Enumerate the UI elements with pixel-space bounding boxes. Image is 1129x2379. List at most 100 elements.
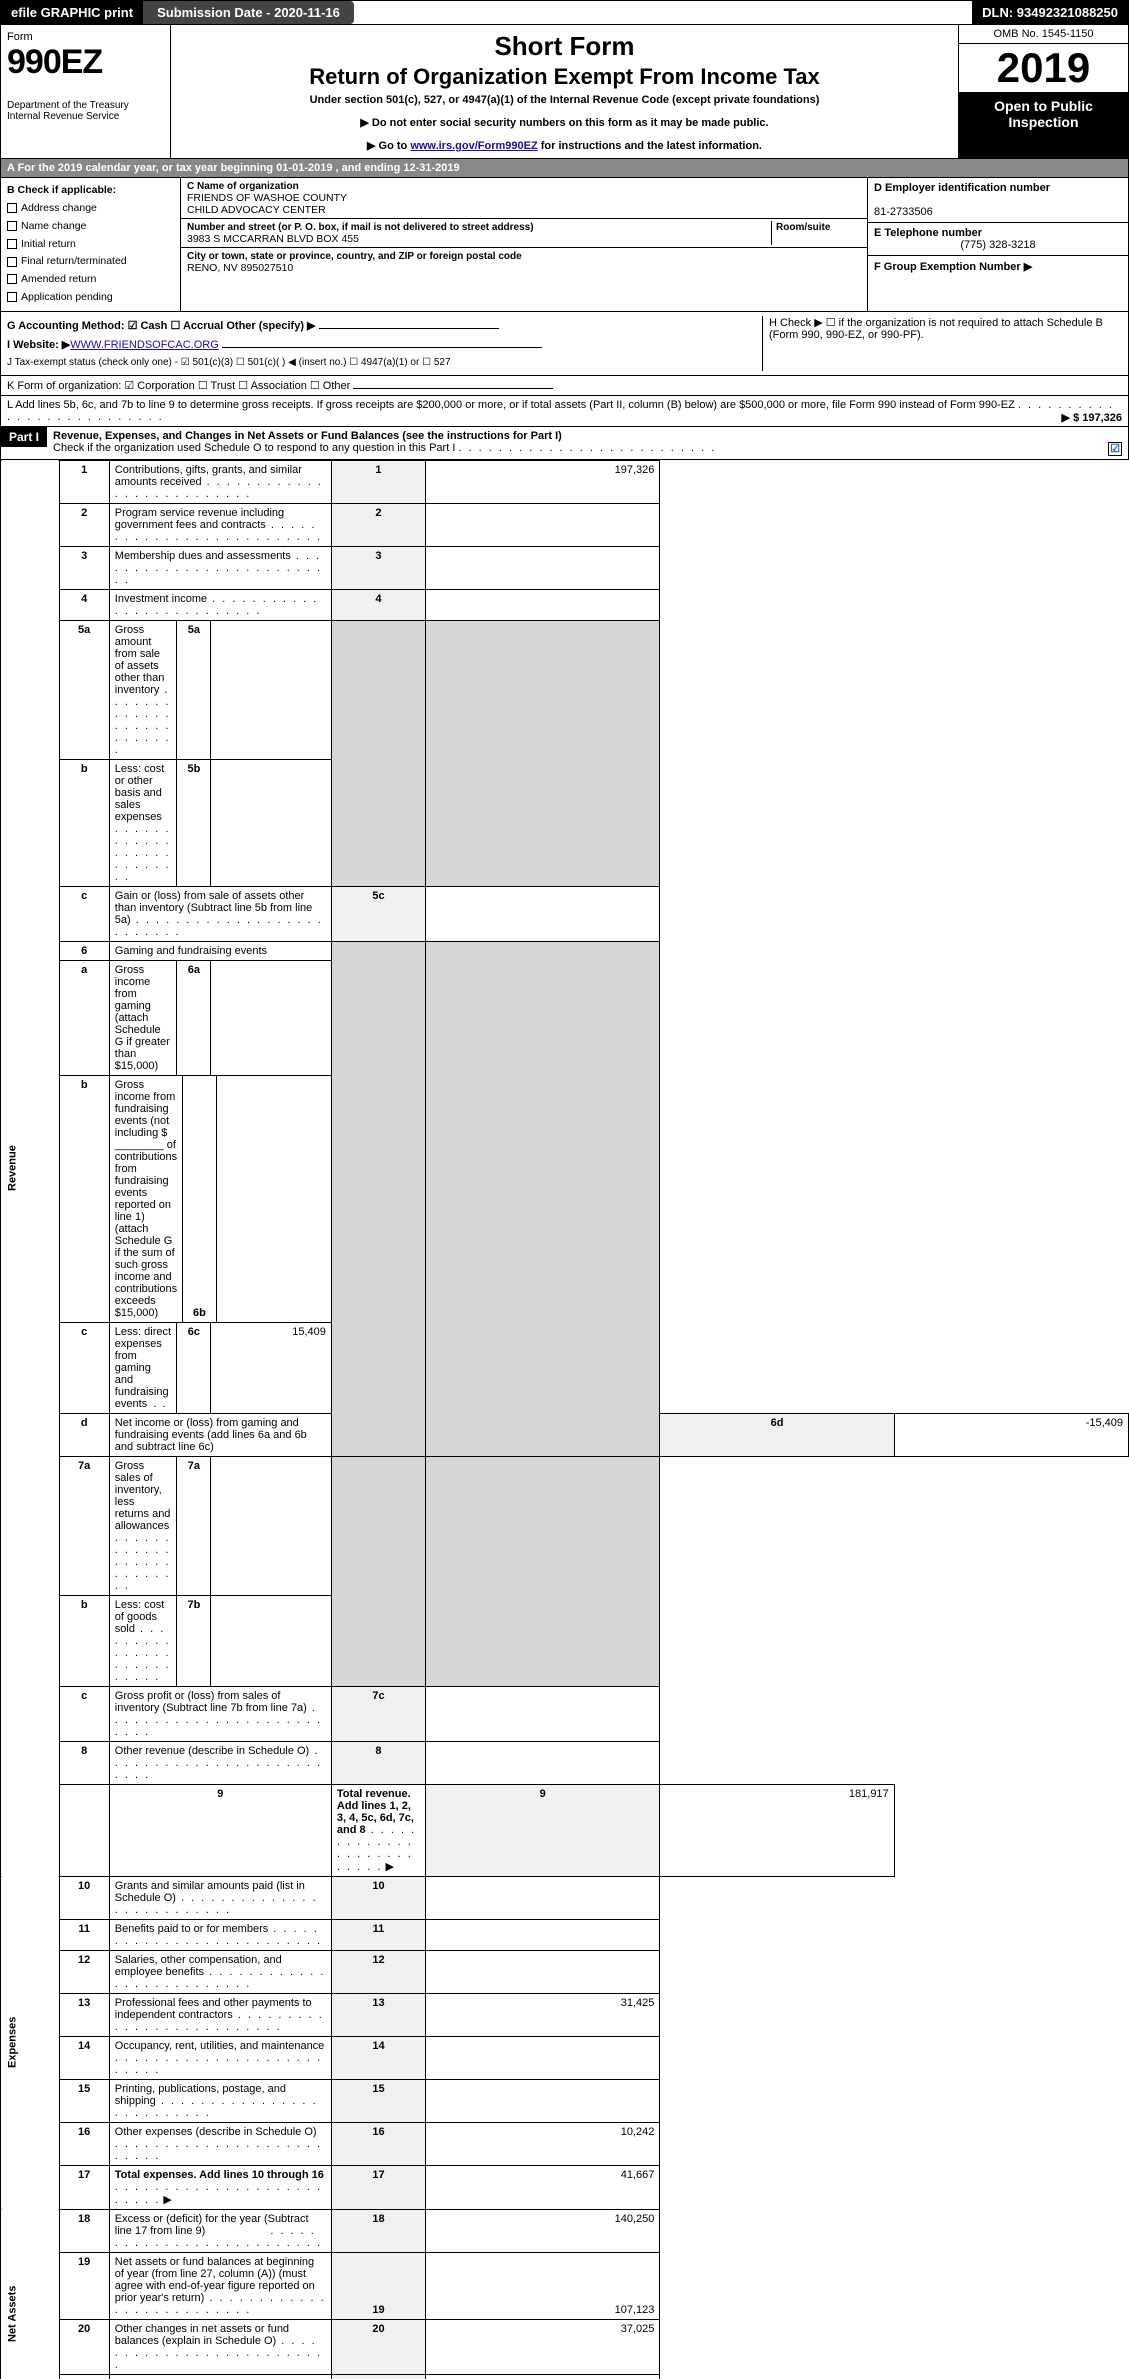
ln-4-text: Investment income (109, 589, 331, 620)
part-1-check-text: Check if the organization used Schedule … (53, 442, 455, 454)
check-name[interactable]: Name change (7, 218, 174, 236)
ln-6d-amt: -15,409 (894, 1413, 1128, 1456)
ln-19-amt: 107,123 (426, 2252, 660, 2319)
check-address-label: Address change (21, 202, 97, 214)
line-i: I Website: ▶WWW.FRIENDSOFCAC.ORG (7, 335, 762, 354)
ln-5c-text: Gain or (loss) from sale of assets other… (109, 886, 331, 941)
phone-value: (775) 328-3218 (874, 239, 1122, 251)
open-public-badge: Open to Public Inspection (959, 92, 1128, 158)
ln-5b-text: Less: cost or other basis and sales expe… (115, 763, 165, 823)
side-revenue: Revenue (1, 460, 60, 1876)
ein-value: 81-2733506 (874, 206, 933, 218)
ln-14-amt (426, 2036, 660, 2079)
line-h: H Check ▶ ☐ if the organization is not r… (762, 316, 1122, 371)
ln-6b-text: Gross income from fundraising events (no… (110, 1076, 183, 1322)
dept-treasury: Department of the Treasury Internal Reve… (7, 100, 164, 122)
ln-1-num: 1 (59, 460, 109, 503)
ln-17-amt: 41,667 (426, 2165, 660, 2209)
ln-17-text: Total expenses. Add lines 10 through 16 … (109, 2165, 331, 2209)
ln-7b-text: Less: cost of goods sold (110, 1596, 177, 1686)
ln-7a-amt (211, 1457, 331, 1595)
period-row: A For the 2019 calendar year, or tax yea… (0, 159, 1129, 178)
instruction-2: ▶ Go to www.irs.gov/Form990EZ for instru… (181, 139, 948, 152)
check-amended[interactable]: Amended return (7, 271, 174, 289)
check-final[interactable]: Final return/terminated (7, 253, 174, 271)
street-label: Number and street (or P. O. box, if mail… (187, 222, 534, 233)
org-info-grid: B Check if applicable: Address change Na… (0, 178, 1129, 312)
ln-7c-text: Gross profit or (loss) from sales of inv… (109, 1686, 331, 1741)
ln-20-text: Other changes in net assets or fund bala… (109, 2319, 331, 2374)
irs-link[interactable]: www.irs.gov/Form990EZ (410, 140, 537, 152)
side-expenses: Expenses (1, 1876, 60, 2209)
ln-7c-amt (426, 1686, 660, 1741)
form-header: Form 990EZ Department of the Treasury In… (0, 25, 1129, 159)
header-left: Form 990EZ Department of the Treasury In… (1, 25, 171, 158)
ln-20-amt: 37,025 (426, 2319, 660, 2374)
check-initial-label: Initial return (21, 238, 76, 250)
ln-6a-amt (211, 961, 331, 1075)
ln-13-amt: 31,425 (426, 1993, 660, 2036)
check-address[interactable]: Address change (7, 200, 174, 218)
instr2-post: for instructions and the latest informat… (538, 140, 762, 152)
ln-10-text: Grants and similar amounts paid (list in… (109, 1876, 331, 1919)
check-pending-label: Application pending (21, 291, 113, 303)
ln-4-amt (426, 589, 660, 620)
ln-3-text: Membership dues and assessments (109, 546, 331, 589)
ln-7b-amt (211, 1596, 331, 1686)
subtitle: Under section 501(c), 527, or 4947(a)(1)… (181, 94, 948, 106)
ln-6-text: Gaming and fundraising events (109, 941, 331, 960)
ln-5a-text: Gross amount from sale of assets other t… (109, 620, 331, 759)
dept-text: Department of the Treasury (7, 100, 129, 111)
city-value: RENO, NV 895027510 (187, 262, 293, 274)
ln-15-amt (426, 2079, 660, 2122)
ln-21-amt: 284,398 (426, 2374, 660, 2379)
top-bar: efile GRAPHIC print Submission Date - 20… (0, 0, 1129, 25)
street-value: 3983 S MCCARRAN BLVD BOX 455 (187, 233, 359, 245)
ln-12-amt (426, 1950, 660, 1993)
ln-9-amt: 181,917 (660, 1784, 894, 1876)
ln-8-text: Other revenue (describe in Schedule O) (109, 1741, 331, 1784)
ln-6c-text: Less: direct expenses from gaming and fu… (110, 1323, 177, 1413)
check-pending[interactable]: Application pending (7, 289, 174, 307)
line-k: K Form of organization: ☑ Corporation ☐ … (0, 376, 1129, 396)
ln-6c-amt: 15,409 (211, 1323, 331, 1413)
c-label: C Name of organization (187, 181, 299, 192)
ln-9-text: Total revenue. Add lines 1, 2, 3, 4, 5c,… (331, 1784, 425, 1876)
room-label: Room/suite (776, 222, 830, 233)
line-h-text: H Check ▶ ☐ if the organization is not r… (769, 316, 1122, 341)
website-link[interactable]: WWW.FRIENDSOFCAC.ORG (70, 339, 219, 351)
ln-14-text: Occupancy, rent, utilities, and maintena… (109, 2036, 331, 2079)
ln-2-text: Program service revenue including govern… (109, 503, 331, 546)
check-initial[interactable]: Initial return (7, 236, 174, 254)
section-b-checks: B Check if applicable: Address change Na… (1, 178, 181, 311)
ln-11-text: Benefits paid to or for members (109, 1919, 331, 1950)
efile-label: efile GRAPHIC print (1, 1, 143, 24)
irs-text: Internal Revenue Service (7, 111, 119, 122)
dln: DLN: 93492321088250 (972, 1, 1128, 24)
f-label: F Group Exemption Number ▶ (874, 261, 1032, 273)
check-name-label: Name change (21, 220, 86, 232)
ln-1-rnum: 1 (331, 460, 425, 503)
ln-6d-text: Net income or (loss) from gaming and fun… (109, 1413, 331, 1456)
form-label: Form (7, 31, 164, 43)
instruction-1: ▶ Do not enter social security numbers o… (181, 116, 948, 129)
header-right: OMB No. 1545-1150 2019 Open to Public In… (958, 25, 1128, 158)
line-g: G Accounting Method: ☑ Cash ☐ Accrual Ot… (7, 316, 762, 335)
ln-10-amt (426, 1876, 660, 1919)
tax-year: 2019 (959, 44, 1128, 92)
short-form-title: Short Form (181, 31, 948, 62)
schedule-o-checkbox[interactable]: ☑ (1108, 442, 1122, 456)
ln-2-amt (426, 503, 660, 546)
ln-18-text: Excess or (deficit) for the year (Subtra… (109, 2209, 331, 2252)
ln-18-amt: 140,250 (426, 2209, 660, 2252)
section-d-e-f: D Employer identification number 81-2733… (868, 178, 1128, 311)
part-1-header-row: Part I Revenue, Expenses, and Changes in… (0, 427, 1129, 460)
line-l-amt: ▶ $ 197,326 (1062, 411, 1122, 424)
submission-date: Submission Date - 2020-11-16 (143, 1, 354, 24)
check-final-label: Final return/terminated (21, 255, 127, 267)
section-c: C Name of organization FRIENDS OF WASHOE… (181, 178, 868, 311)
line-j: J Tax-exempt status (check only one) - ☑… (7, 354, 762, 371)
b-label: B Check if applicable: (7, 182, 174, 200)
ln-6a-text: Gross income from gaming (attach Schedul… (110, 961, 177, 1075)
ln-12-text: Salaries, other compensation, and employ… (109, 1950, 331, 1993)
